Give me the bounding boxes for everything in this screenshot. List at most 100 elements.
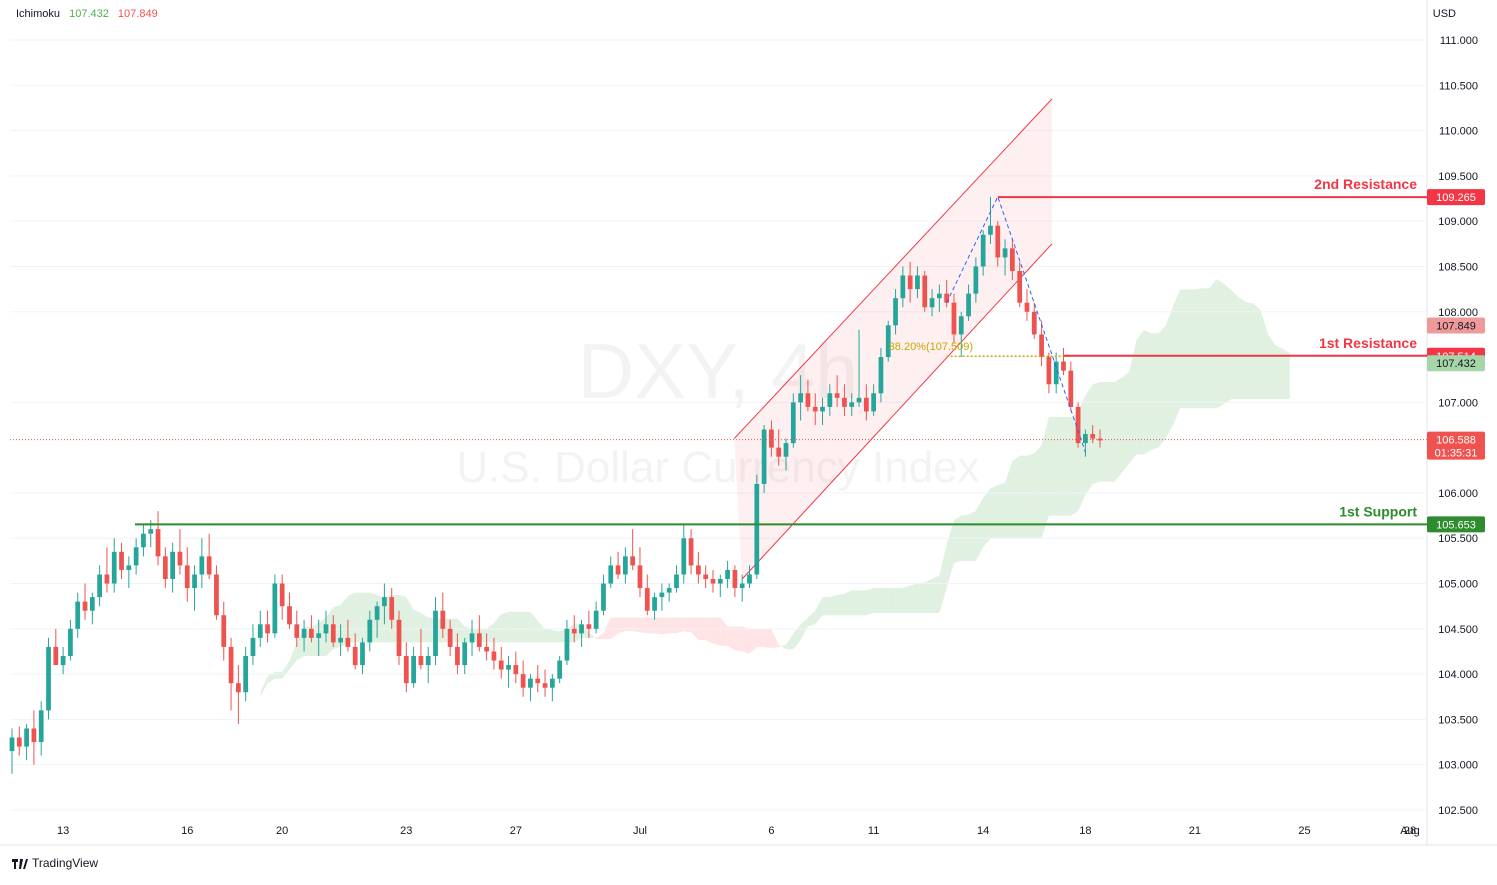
x-tick-label: 6 — [768, 825, 774, 837]
candle-body — [433, 610, 438, 656]
currency-label: USD — [1433, 8, 1456, 20]
candle — [907, 261, 913, 303]
candle — [1046, 352, 1052, 394]
candle — [97, 565, 102, 607]
cloud-segment — [1173, 289, 1181, 425]
candle-body — [184, 565, 190, 589]
candle-body — [754, 483, 760, 575]
candle — [257, 610, 263, 647]
candle — [338, 624, 343, 656]
candle — [170, 542, 176, 593]
candle — [126, 556, 132, 589]
candle-body — [382, 597, 387, 607]
candle-body — [790, 402, 796, 444]
candle — [579, 619, 584, 647]
cloud-segment — [880, 588, 889, 613]
candle-body — [491, 651, 497, 661]
candle-body — [352, 646, 358, 666]
candle-body — [878, 357, 884, 394]
brand-name: TradingView — [32, 856, 99, 870]
candle-body — [549, 678, 555, 688]
cloud-segment — [1158, 325, 1166, 448]
candle — [696, 551, 701, 584]
cloud-segment — [705, 617, 713, 644]
cloud-segment — [1136, 329, 1144, 455]
cloud-segment — [859, 590, 867, 616]
candle — [980, 230, 986, 276]
x-tick-label: Aug — [1400, 825, 1420, 837]
y-tick-label: 108.500 — [1438, 261, 1478, 273]
candle — [214, 565, 219, 620]
candle — [447, 619, 453, 656]
cloud-segment — [837, 593, 845, 616]
cloud-segment — [712, 617, 721, 646]
candle-body — [206, 556, 212, 575]
candle — [82, 583, 88, 620]
candle — [192, 565, 197, 611]
candle-body — [688, 538, 694, 566]
cloud-segment — [639, 617, 648, 634]
cloud-segment — [1194, 288, 1203, 409]
cloud-segment — [1143, 329, 1152, 455]
candle-body — [557, 660, 563, 679]
candle-body — [973, 266, 979, 294]
candle-body — [111, 551, 117, 584]
candle — [513, 651, 519, 684]
candle-body — [462, 642, 468, 666]
candle — [1039, 320, 1044, 367]
y-tick-label: 106.000 — [1438, 488, 1478, 500]
candle-body — [761, 429, 767, 484]
candle — [440, 592, 446, 638]
candle — [455, 633, 460, 675]
candle-body — [46, 646, 51, 711]
cloud-segment — [523, 611, 531, 643]
cloud-segment — [1180, 289, 1188, 409]
candle-body — [104, 574, 110, 584]
candle-body — [506, 665, 511, 670]
candle-body — [608, 565, 614, 584]
candle — [484, 633, 490, 661]
candle — [644, 574, 650, 616]
candle-body — [849, 402, 855, 407]
cloud-segment — [493, 614, 502, 643]
candle-body — [279, 583, 285, 607]
candle-body — [440, 610, 446, 629]
cloud-segment — [355, 592, 363, 643]
candle-body — [155, 529, 161, 557]
candle-body — [53, 646, 59, 666]
candle-body — [330, 624, 336, 643]
candle — [1017, 261, 1023, 308]
candle-body — [1002, 248, 1008, 258]
tradingview-brand[interactable]: TradingView — [12, 856, 98, 870]
candle — [739, 574, 745, 602]
candle — [747, 565, 752, 589]
candle-body — [995, 225, 1001, 258]
cloud-segment — [1041, 417, 1049, 539]
candle — [141, 524, 146, 557]
candle-body — [60, 656, 66, 666]
cloud-segment — [742, 626, 750, 654]
candle — [68, 619, 73, 661]
candle — [754, 474, 760, 579]
candle-body — [374, 606, 380, 620]
cloud-segment — [807, 610, 816, 627]
x-tick-label: 14 — [977, 825, 989, 837]
candle — [16, 726, 22, 756]
candle-body — [513, 665, 519, 675]
candle-body — [294, 624, 300, 638]
candle — [761, 425, 767, 493]
cloud-segment — [676, 617, 684, 634]
cloud-segment — [793, 624, 801, 650]
cloud-segment — [1187, 289, 1195, 409]
candle-body — [571, 628, 577, 634]
cloud-segment — [647, 617, 655, 634]
candle — [674, 565, 679, 593]
cloud-segment — [815, 597, 823, 625]
cloud-segment — [749, 628, 757, 654]
cloud-segment — [756, 628, 765, 647]
candle-body — [820, 406, 825, 412]
candle — [827, 384, 833, 416]
candle — [973, 257, 979, 303]
countdown-text: 01:35:31 — [1435, 448, 1478, 460]
